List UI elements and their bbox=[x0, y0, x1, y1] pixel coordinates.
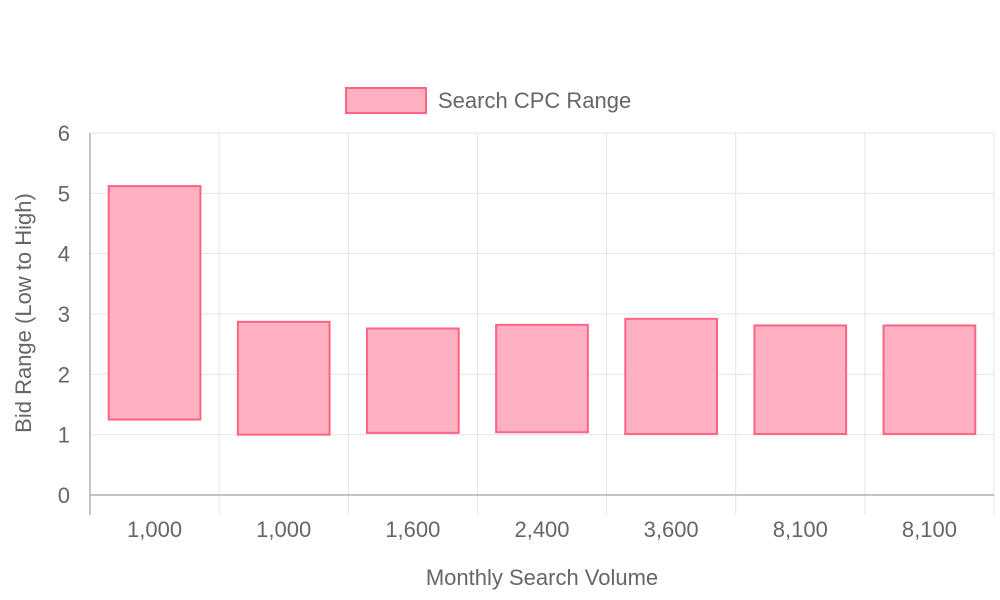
bar[interactable] bbox=[495, 323, 589, 434]
legend-swatch[interactable] bbox=[345, 87, 427, 114]
y-tick-label: 3 bbox=[58, 302, 70, 327]
x-axis-title: Monthly Search Volume bbox=[426, 565, 658, 590]
x-tick-label: 1,600 bbox=[385, 517, 440, 542]
bar[interactable] bbox=[753, 324, 848, 436]
y-tick-label: 0 bbox=[58, 483, 70, 508]
bars bbox=[107, 185, 977, 436]
legend-label[interactable]: Search CPC Range bbox=[438, 88, 631, 113]
grid-lines bbox=[90, 132, 995, 495]
legend[interactable]: Search CPC Range bbox=[345, 87, 631, 114]
y-tick-label: 5 bbox=[58, 181, 70, 206]
y-tick-label: 2 bbox=[58, 362, 70, 387]
bar[interactable] bbox=[366, 327, 460, 434]
bar[interactable] bbox=[236, 320, 331, 436]
y-tick-label: 1 bbox=[58, 423, 70, 448]
y-axis-title: Bid Range (Low to High) bbox=[11, 193, 36, 433]
bar[interactable] bbox=[624, 317, 718, 436]
y-tick-label: 4 bbox=[58, 242, 70, 267]
tick-labels: 0 1 2 3 4 5 6 1,000 1,000 1,600 2,400 3,600 8,100 8,1… bbox=[58, 121, 957, 542]
y-tick-label: 6 bbox=[58, 121, 70, 146]
bar[interactable] bbox=[882, 324, 977, 436]
x-tick-label: 1,000 bbox=[256, 517, 311, 542]
x-tick-label: 3,600 bbox=[644, 517, 699, 542]
x-tick-label: 2,400 bbox=[514, 517, 569, 542]
axes bbox=[89, 133, 995, 515]
x-tick-label: 1,000 bbox=[127, 517, 182, 542]
bar[interactable] bbox=[107, 185, 202, 421]
x-tick-label: 8,100 bbox=[773, 517, 828, 542]
x-tick-label: 8,100 bbox=[902, 517, 957, 542]
